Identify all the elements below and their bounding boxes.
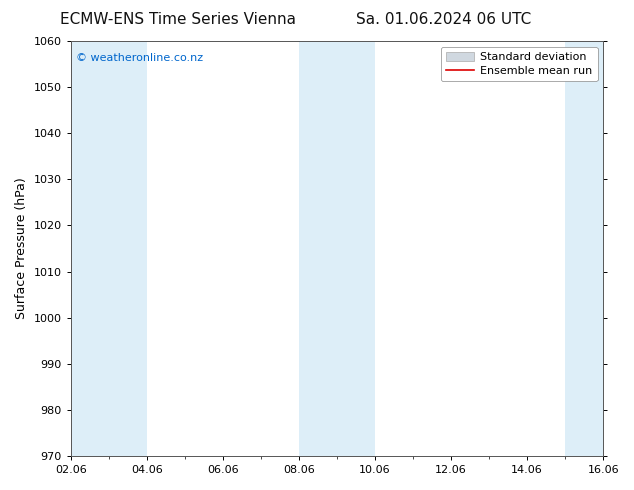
Bar — [565, 41, 603, 456]
Y-axis label: Surface Pressure (hPa): Surface Pressure (hPa) — [15, 178, 28, 319]
Bar — [109, 41, 147, 456]
Text: Sa. 01.06.2024 06 UTC: Sa. 01.06.2024 06 UTC — [356, 12, 531, 27]
Bar — [71, 41, 109, 456]
Bar — [337, 41, 375, 456]
Text: © weatheronline.co.nz: © weatheronline.co.nz — [76, 53, 203, 64]
Bar — [299, 41, 337, 456]
Text: ECMW-ENS Time Series Vienna: ECMW-ENS Time Series Vienna — [60, 12, 295, 27]
Legend: Standard deviation, Ensemble mean run: Standard deviation, Ensemble mean run — [441, 47, 598, 81]
